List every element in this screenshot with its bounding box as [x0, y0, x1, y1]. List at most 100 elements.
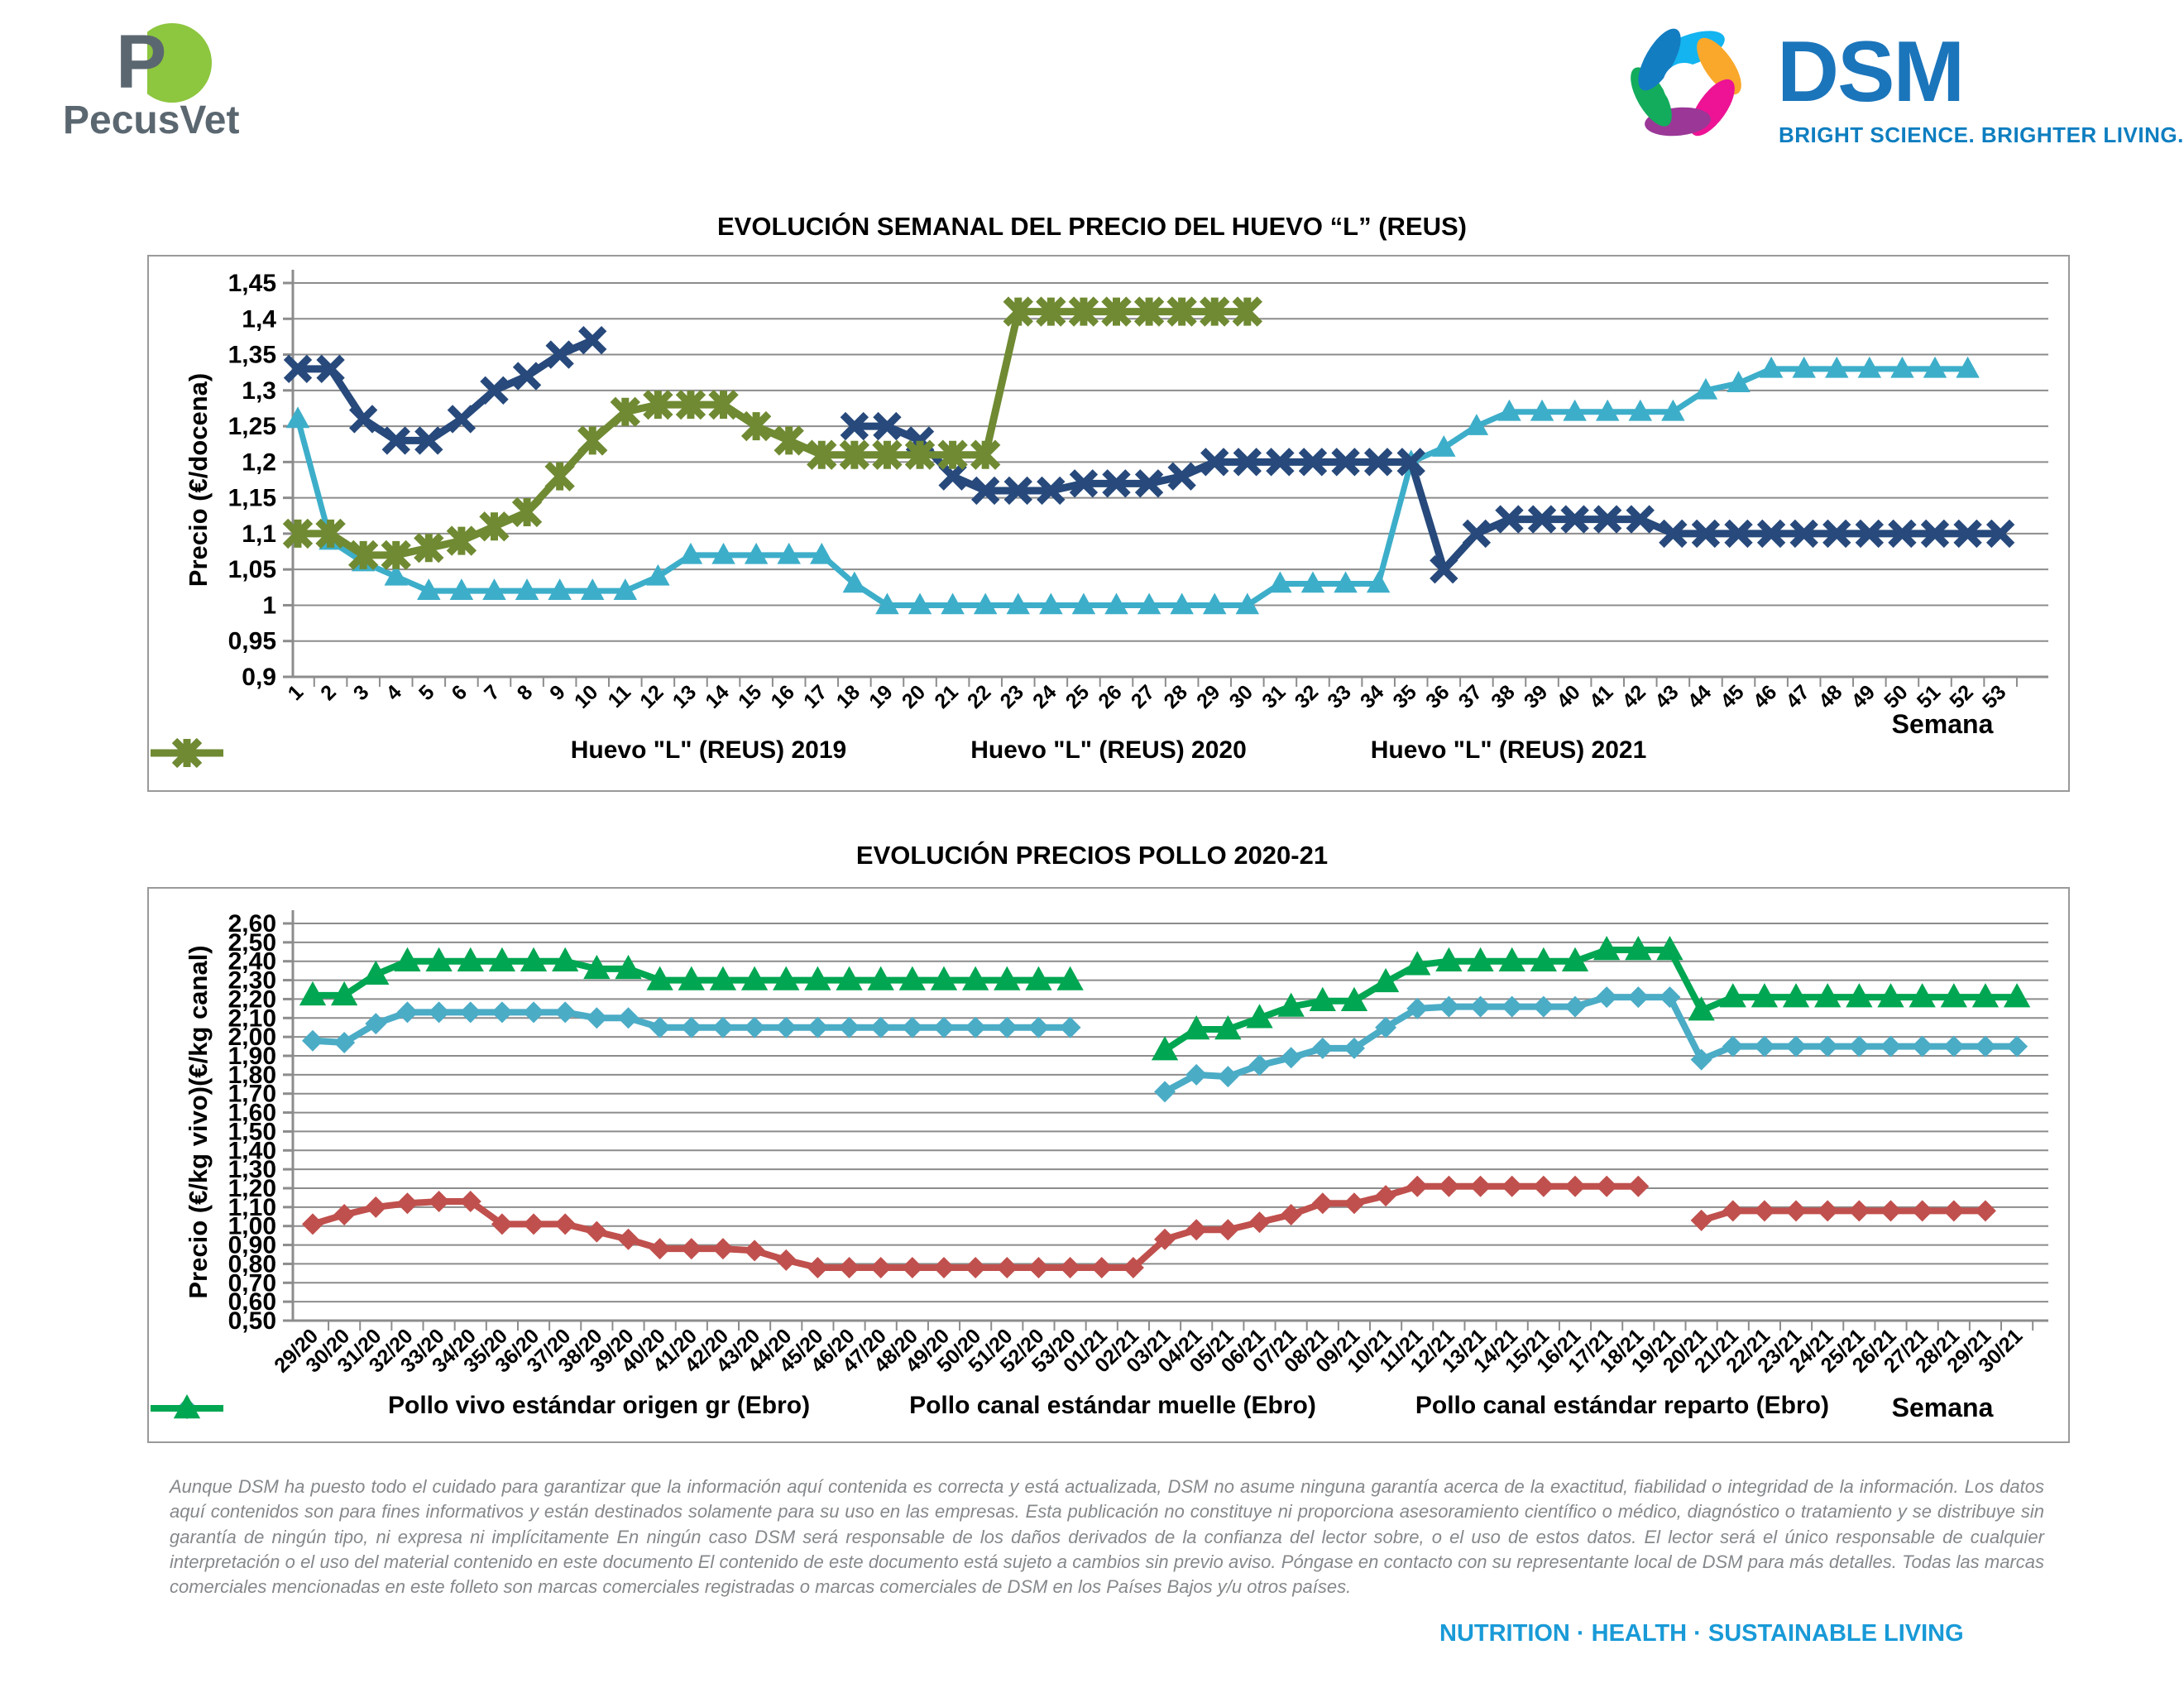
svg-text:42: 42 [1618, 680, 1650, 712]
svg-text:1,80: 1,80 [228, 1062, 276, 1089]
svg-text:2: 2 [316, 680, 341, 705]
svg-text:24: 24 [1028, 680, 1061, 713]
svg-text:1,35: 1,35 [228, 342, 276, 369]
legend-label: Pollo canal estándar reparto (Ebro) [1415, 1392, 1829, 1419]
legend-item: Pollo vivo estándar origen gr (Ebro) [151, 1392, 810, 1420]
svg-text:25: 25 [1061, 680, 1094, 713]
svg-text:35: 35 [1388, 680, 1421, 713]
dsm-wordmark: DSM [1777, 24, 1965, 120]
svg-text:2,60: 2,60 [228, 910, 276, 938]
svg-text:45: 45 [1716, 680, 1749, 713]
svg-text:1,00: 1,00 [228, 1213, 276, 1240]
svg-text:1,3: 1,3 [242, 377, 276, 405]
svg-text:29: 29 [1192, 680, 1224, 712]
svg-text:1,1: 1,1 [242, 520, 276, 548]
chicken-chart-y-axis-title: Precio (€/kg vivo)(€/kg canal) [184, 945, 213, 1299]
svg-text:1,20: 1,20 [228, 1175, 276, 1202]
egg-chart-y-axis-title: Precio (€/docena) [184, 372, 213, 587]
svg-text:1,25: 1,25 [228, 413, 276, 440]
svg-text:Semana: Semana [1892, 1393, 1994, 1422]
svg-text:3: 3 [349, 680, 374, 705]
svg-text:31: 31 [1257, 680, 1291, 713]
svg-text:0,50: 0,50 [228, 1307, 276, 1335]
svg-text:4: 4 [381, 680, 406, 705]
svg-text:37: 37 [1454, 680, 1487, 712]
svg-text:1: 1 [262, 592, 276, 619]
svg-text:5: 5 [414, 680, 439, 705]
svg-text:1,50: 1,50 [228, 1118, 276, 1145]
svg-text:30: 30 [1225, 680, 1257, 712]
svg-text:49: 49 [1847, 680, 1880, 712]
svg-text:52: 52 [1945, 680, 1977, 712]
svg-text:16: 16 [766, 680, 798, 712]
egg-chart-legend: Huevo "L" (REUS) 2019 Huevo "L" (REUS) 20… [149, 736, 2068, 769]
svg-text:Semana: Semana [1892, 709, 1994, 739]
svg-text:18: 18 [832, 680, 865, 713]
svg-text:8: 8 [513, 680, 538, 705]
svg-text:32: 32 [1291, 680, 1323, 712]
svg-text:0,95: 0,95 [228, 628, 276, 655]
egg-price-chart: 1,45 1,4 1,35 1,3 1,25 1,2 1,15 1,1 1,05 1 0,95 0,9… [147, 255, 2070, 792]
svg-text:40: 40 [1552, 680, 1584, 712]
svg-text:1,60: 1,60 [228, 1100, 276, 1127]
legend-item: Huevo "L" (REUS) 2021 [151, 736, 1647, 769]
svg-text:28: 28 [1159, 680, 1192, 713]
svg-text:33: 33 [1323, 680, 1355, 712]
svg-text:2,50: 2,50 [228, 929, 276, 957]
legend-label: Huevo "L" (REUS) 2019 [570, 736, 847, 764]
svg-text:0,90: 0,90 [228, 1232, 276, 1259]
svg-text:2,30: 2,30 [228, 967, 276, 995]
svg-text:47: 47 [1781, 680, 1813, 712]
legend-item: Huevo "L" (REUS) 2020 [151, 736, 1247, 768]
pecusvet-wordmark: PecusVet [63, 98, 240, 142]
svg-text:2,20: 2,20 [228, 985, 276, 1013]
svg-text:27: 27 [1127, 680, 1159, 712]
svg-text:19: 19 [864, 680, 897, 712]
svg-text:21: 21 [930, 680, 963, 713]
svg-text:53: 53 [1978, 680, 2010, 712]
dsm-motto: NUTRITION · HEALTH · SUSTAINABLE LIVING [1439, 1620, 1964, 1647]
svg-text:1,15: 1,15 [228, 485, 276, 512]
svg-text:1,70: 1,70 [228, 1081, 276, 1108]
svg-text:39: 39 [1520, 680, 1552, 712]
svg-text:6: 6 [448, 680, 472, 705]
svg-text:36: 36 [1421, 680, 1454, 712]
legend-marker-icon [151, 1394, 223, 1419]
svg-text:1,90: 1,90 [228, 1043, 276, 1070]
svg-text:1,10: 1,10 [228, 1194, 276, 1221]
svg-text:14: 14 [701, 680, 734, 713]
legend-label: Huevo "L" (REUS) 2021 [1370, 736, 1647, 764]
svg-text:41: 41 [1585, 680, 1618, 713]
legend-label: Huevo "L" (REUS) 2020 [970, 736, 1247, 764]
svg-text:1,30: 1,30 [228, 1156, 276, 1183]
dsm-swirl-icon [1631, 28, 1741, 137]
svg-text:43: 43 [1650, 680, 1683, 712]
svg-text:44: 44 [1684, 680, 1717, 713]
legend-item: Huevo "L" (REUS) 2019 [151, 736, 847, 765]
svg-text:13: 13 [668, 680, 701, 712]
legend-item: Pollo canal estándar muelle (Ebro) [151, 1392, 1316, 1420]
svg-text:0,60: 0,60 [228, 1288, 276, 1316]
svg-text:26: 26 [1094, 680, 1126, 712]
svg-text:0,70: 0,70 [228, 1269, 276, 1297]
svg-text:2,00: 2,00 [228, 1024, 276, 1051]
svg-text:23: 23 [996, 680, 1028, 712]
svg-text:1: 1 [284, 680, 309, 705]
svg-text:10: 10 [570, 680, 602, 712]
svg-text:9: 9 [545, 680, 570, 705]
svg-text:0,80: 0,80 [228, 1250, 276, 1278]
svg-text:22: 22 [963, 680, 995, 712]
footer-disclaimer: Aunque DSM ha puesto todo el cuidado par… [170, 1476, 2044, 1598]
svg-text:1,4: 1,4 [242, 305, 276, 333]
svg-text:2,10: 2,10 [228, 1005, 276, 1032]
svg-text:1,05: 1,05 [228, 556, 276, 583]
svg-text:51: 51 [1913, 680, 1946, 713]
svg-text:20: 20 [898, 680, 930, 712]
svg-text:48: 48 [1814, 680, 1847, 713]
svg-text:12: 12 [635, 680, 668, 712]
egg-chart-title: EVOLUCIÓN SEMANAL DEL PRECIO DEL HUEVO “… [717, 212, 1467, 241]
svg-text:17: 17 [799, 680, 831, 712]
svg-text:34: 34 [1356, 680, 1389, 713]
legend-label: Pollo canal estándar muelle (Ebro) [909, 1392, 1316, 1419]
